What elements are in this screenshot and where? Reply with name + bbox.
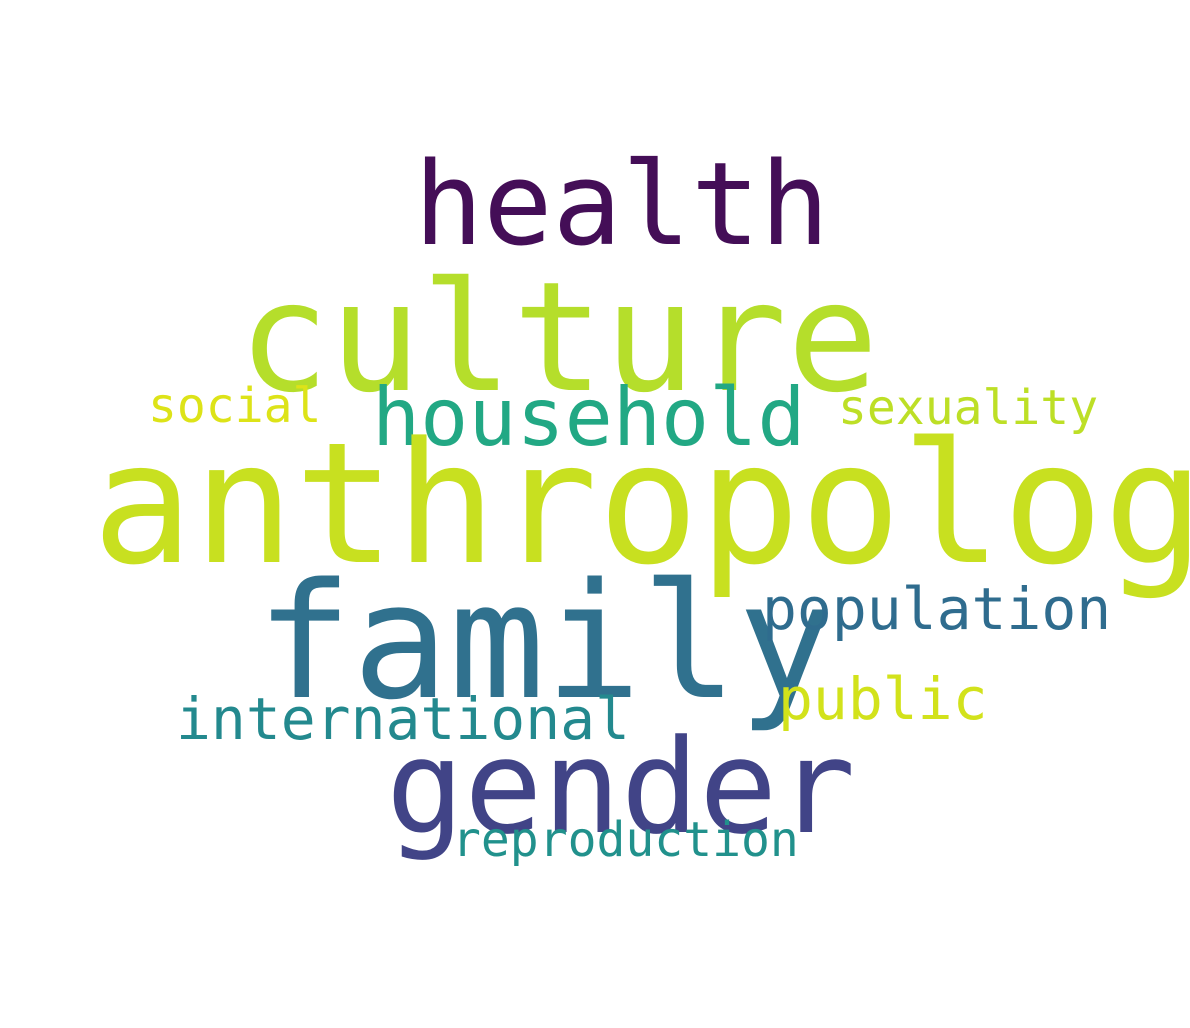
word-population: population [762, 575, 1112, 643]
word-reproduction: reproduction [452, 812, 799, 868]
word-health: health [414, 138, 830, 272]
word-sexuality: sexuality [838, 380, 1099, 436]
word-social: social [148, 378, 322, 434]
word-international: international [176, 685, 630, 753]
word-anthropology: anthropology [92, 406, 1190, 602]
word-public: public [778, 665, 988, 733]
word-household: household [372, 371, 806, 464]
word-gender: gender [386, 711, 856, 863]
word-family: family [256, 548, 834, 735]
word-culture: culture [238, 249, 879, 426]
